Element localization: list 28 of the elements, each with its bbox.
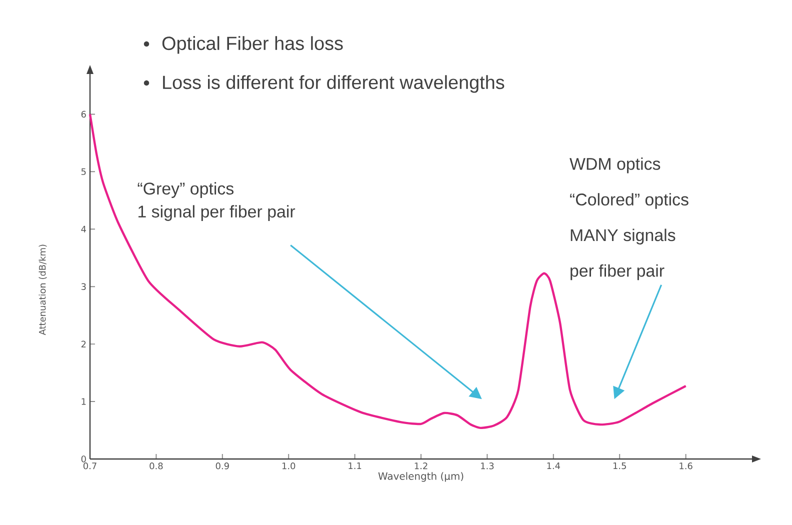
- x-tick-label: 1.5: [613, 462, 626, 470]
- chart-title: Optical Fiber has loss: [162, 36, 343, 54]
- y-tick-label: 5: [81, 168, 86, 176]
- x-tick-label: 1.1: [348, 462, 362, 470]
- y-tick-label: 6: [81, 110, 86, 118]
- annotation: “Colored” optics: [570, 193, 688, 209]
- annotation: MANY signals: [570, 228, 676, 245]
- y-axis-title: Attenuation (dB/km): [38, 244, 47, 336]
- x-tick-label: 0.9: [216, 462, 229, 470]
- annotation: “Grey” optics: [138, 182, 234, 198]
- y-tick-label: 0: [81, 456, 86, 462]
- x-tick-label: 1.2: [414, 462, 428, 470]
- y-tick-label: 3: [81, 283, 86, 290]
- y-tick-label: 4: [81, 226, 86, 232]
- annotation: WDM optics: [570, 157, 660, 174]
- y-tick-label: 2: [81, 340, 86, 348]
- x-tick-label: 1.3: [481, 462, 494, 470]
- y-tick-label: 1: [82, 398, 86, 405]
- x-axis-title: Wavelength (μm): [378, 472, 464, 482]
- x-tick-label: 1.4: [547, 462, 560, 470]
- line-series: [88, 113, 687, 430]
- annotation: per fiber pair: [570, 264, 664, 280]
- x-tick-label: 0.8: [150, 462, 163, 470]
- chart-subtitle: Loss is different for different wavelengths: [163, 75, 504, 93]
- x-tick-label: 1.0: [282, 462, 296, 470]
- x-tick-label: 0.7: [83, 462, 96, 470]
- x-tick-label: 1.6: [680, 462, 692, 470]
- annotation: 1 signal per fiber pair: [138, 205, 296, 221]
